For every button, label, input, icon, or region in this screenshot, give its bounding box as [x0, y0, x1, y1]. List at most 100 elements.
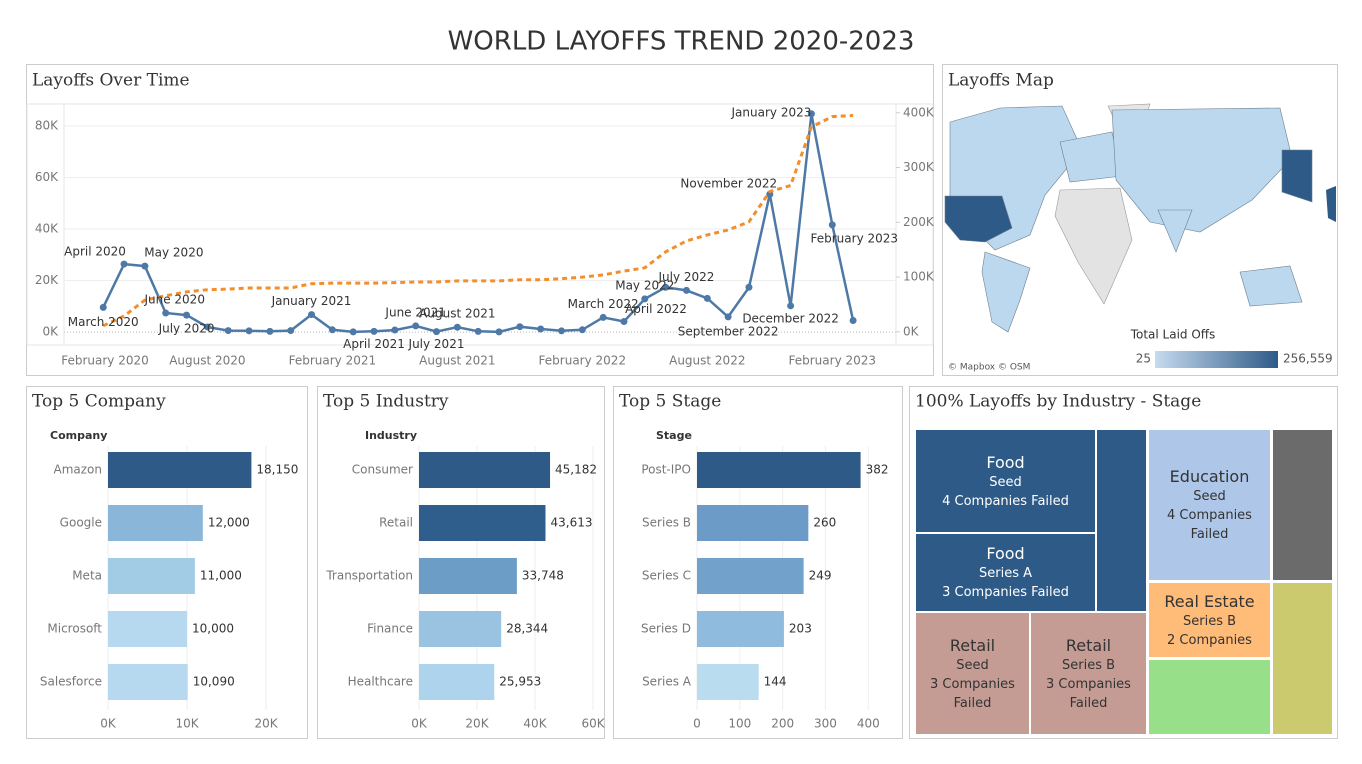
- y-tick-label: Microsoft: [47, 622, 102, 636]
- value-label: 43,613: [550, 516, 592, 530]
- treemap-cell: [1031, 613, 1146, 734]
- bar: [419, 452, 551, 488]
- point: [99, 303, 107, 311]
- point: [391, 326, 399, 334]
- point: [308, 311, 316, 319]
- point: [474, 327, 482, 335]
- point: [682, 286, 690, 294]
- y-tick-label: 40K: [35, 222, 59, 236]
- point: [787, 302, 795, 310]
- cell-label: Retail Series B 3 Companies Failed: [1031, 613, 1146, 734]
- y2-tick-label: 400K: [903, 105, 935, 119]
- dashboard-title: WORLD LAYOFFS TREND 2020-2023: [448, 27, 915, 57]
- bar: [697, 664, 759, 700]
- x-tick-label: February 2020: [61, 354, 149, 368]
- legend-title: Total Laid Offs: [1130, 328, 1216, 342]
- cell-label: Food Series A 3 Companies Failed: [916, 534, 1095, 611]
- point-label: March 2022: [568, 297, 639, 311]
- point: [266, 327, 274, 335]
- panel-title: Top 5 Stage: [619, 392, 721, 412]
- point-label: April 2021: [343, 337, 405, 351]
- axis-title: Stage: [656, 429, 692, 442]
- x-tick-label: February 2022: [539, 354, 627, 368]
- bar: [419, 558, 517, 594]
- value-label: 203: [789, 622, 812, 636]
- point: [703, 294, 711, 302]
- y-tick-label: Finance: [367, 622, 413, 636]
- x-tick-label: 100: [728, 717, 751, 731]
- treemap-cell: [1273, 583, 1332, 734]
- y2-tick-label: 0K: [903, 324, 920, 338]
- cell-label: Education Seed 4 Companies Failed: [1149, 430, 1270, 580]
- y2-tick-label: 100K: [903, 270, 935, 284]
- cell-value: 4 Companies Failed: [1167, 508, 1252, 542]
- y-tick-label: Post-IPO: [641, 463, 691, 477]
- cell-stage: Seed: [1193, 489, 1226, 504]
- treemap-cell: [916, 613, 1029, 734]
- point-label: May 2020: [144, 246, 203, 260]
- axis-title: Company: [50, 429, 107, 442]
- point: [516, 323, 524, 331]
- point-label: April 2020: [64, 245, 126, 259]
- point: [745, 283, 753, 291]
- point: [349, 328, 357, 336]
- legend-max: 256,559: [1283, 352, 1333, 366]
- bar: [419, 611, 502, 647]
- cell-stage: Series B: [1182, 613, 1237, 629]
- panel-title: 100% Layoffs by Industry - Stage: [915, 392, 1201, 412]
- x-tick-label: 300: [814, 717, 837, 731]
- point: [162, 309, 170, 317]
- point-label: January 2023: [731, 105, 812, 119]
- country: [1281, 149, 1313, 203]
- bar: [108, 664, 188, 700]
- x-tick-label: 60K: [581, 717, 605, 731]
- x-tick-label: 400: [857, 717, 880, 731]
- cell-stage: Series B: [1061, 657, 1116, 673]
- country: [1239, 265, 1303, 307]
- cell-stage: Seed: [989, 474, 1022, 490]
- point: [495, 328, 503, 336]
- point-label: December 2022: [742, 311, 839, 325]
- x-tick-label: 20K: [254, 717, 278, 731]
- y-tick-label: 0K: [42, 325, 59, 339]
- point-label: September 2022: [678, 324, 779, 338]
- bar: [697, 505, 809, 541]
- cell-industry: Education: [1169, 467, 1250, 486]
- treemap-cell: [916, 534, 1095, 611]
- point-label: November 2022: [680, 177, 777, 191]
- treemap-cell: [1149, 430, 1270, 580]
- point: [224, 327, 232, 335]
- cell-label: Food Seed 4 Companies Failed: [916, 430, 1095, 532]
- treemap-cell: [1149, 583, 1270, 657]
- bar: [697, 611, 784, 647]
- value-label: 260: [813, 516, 836, 530]
- point: [849, 317, 857, 325]
- y-tick-label: 60K: [35, 170, 59, 184]
- x-tick-label: 0K: [411, 717, 428, 731]
- y-tick-label: Series B: [642, 516, 691, 530]
- y-tick-label: Series C: [642, 569, 691, 583]
- point-label: June 2021: [384, 305, 446, 319]
- cell-industry: Retail: [1065, 635, 1112, 655]
- x-tick-label: August 2022: [669, 354, 745, 368]
- point: [828, 221, 836, 229]
- point-label: April 2022: [625, 302, 687, 316]
- point-label: July 2022: [658, 270, 715, 284]
- y-tick-label: Transportation: [325, 569, 413, 583]
- x-tick-label: August 2021: [419, 354, 495, 368]
- value-label: 33,748: [522, 569, 564, 583]
- point: [328, 326, 336, 334]
- y-tick-label: Healthcare: [348, 675, 413, 689]
- point: [141, 262, 149, 270]
- bar: [697, 558, 804, 594]
- panel-title: Layoffs Map: [948, 71, 1054, 91]
- bar: [697, 452, 861, 488]
- cell-value: 4 Companies Failed: [942, 493, 1069, 509]
- y-tick-label: Google: [60, 516, 102, 530]
- x-tick-label: February 2021: [289, 354, 377, 368]
- x-tick-label: 0K: [100, 717, 117, 731]
- cell-value: 3 Companies Failed: [930, 676, 1015, 711]
- point: [453, 323, 461, 331]
